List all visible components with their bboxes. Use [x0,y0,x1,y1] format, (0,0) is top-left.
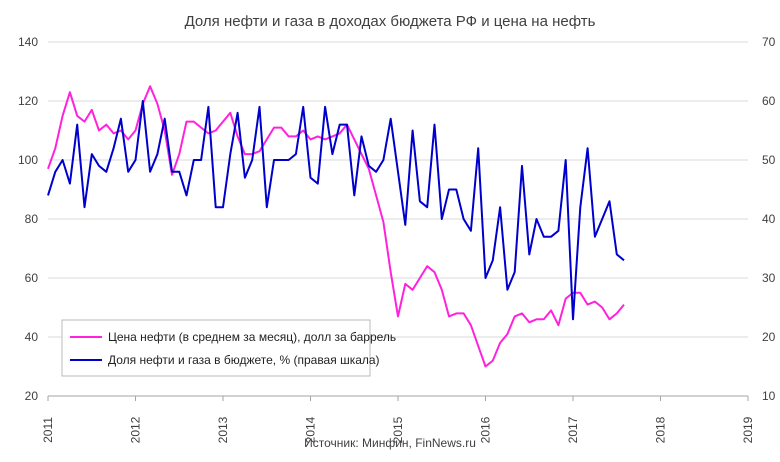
axes: 20 40 60 80 100 120 140 10 20 30 40 50 60 70 2011 2012 2… [18,35,776,443]
x-tick-label: 2016 [479,416,493,443]
y-left-tick-label: 80 [25,212,39,226]
series-line-oil-gas-share [47,100,625,321]
y-right-tick-label: 10 [762,389,776,403]
x-tick-label: 2018 [654,416,668,443]
y-right-tick-label: 60 [762,94,776,108]
y-right-tick-label: 30 [762,271,776,285]
x-tick-label: 2019 [741,416,755,443]
legend: Цена нефти (в среднем за месяц), долл за… [61,319,396,377]
y-left-tick-label: 20 [25,389,39,403]
x-tick-label: 2013 [216,416,230,443]
x-tick-label: 2012 [129,416,143,443]
y-right-tick-label: 70 [762,35,776,49]
y-left-tick-label: 60 [25,271,39,285]
legend-box [61,319,371,377]
y-left-tick-label: 140 [18,35,38,49]
series-lines [47,85,625,368]
chart-title: Доля нефти и газа в доходах бюджета РФ и… [185,13,596,30]
x-tick-label: 2017 [566,416,580,443]
y-right-tick-label: 50 [762,153,776,167]
chart-source: Источник: Минфин, FinNews.ru [304,436,476,450]
y-left-tick-label: 40 [25,330,39,344]
y-left-tick-label: 100 [18,153,38,167]
x-tick-label: 2011 [41,417,55,443]
legend-label-oil-gas-share: Доля нефти и газа в бюджете, % (правая ш… [108,353,380,367]
y-left-tick-label: 120 [18,94,38,108]
x-tick-label: 2014 [304,416,318,443]
x-tick-label: 2015 [391,416,405,443]
y-right-tick-label: 40 [762,212,776,226]
series-line-oil-price [47,85,625,368]
legend-label-oil-price: Цена нефти (в среднем за месяц), долл за… [108,330,396,344]
y-right-tick-label: 20 [762,330,776,344]
